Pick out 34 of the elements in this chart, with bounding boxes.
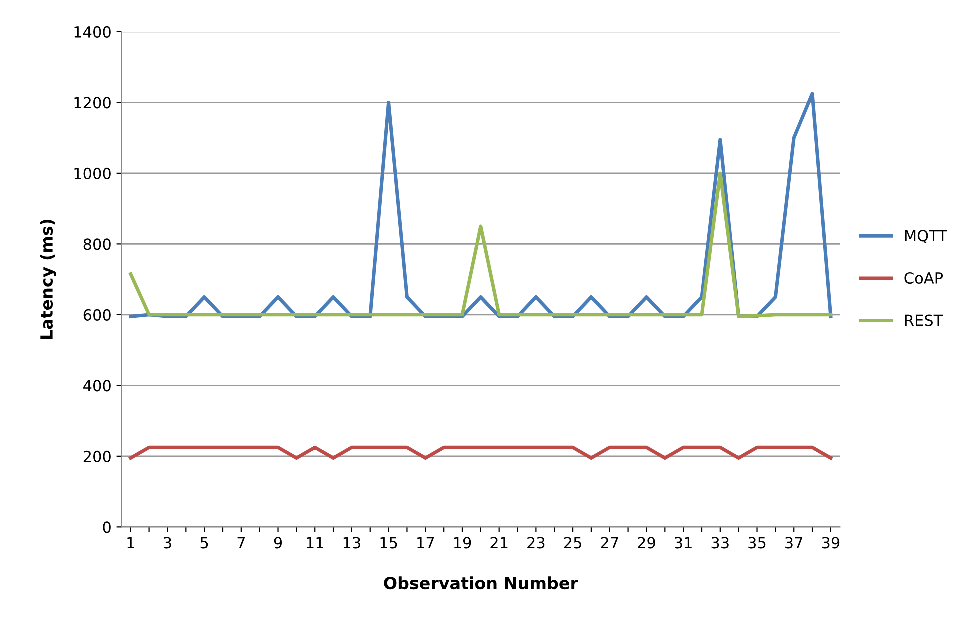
legend-label: REST — [905, 314, 944, 326]
x-tick-label: 39 — [822, 537, 840, 549]
y-tick-label: 600 — [84, 309, 111, 321]
x-tick-label: 15 — [380, 537, 398, 549]
y-tick-label: 400 — [84, 380, 111, 392]
x-tick-label: 11 — [307, 537, 324, 549]
x-tick-label: 33 — [712, 537, 729, 549]
y-tick-label: 800 — [84, 238, 111, 250]
x-axis-title: Observation Number — [384, 576, 578, 590]
x-tick-label: 1 — [128, 537, 134, 549]
y-tick-label: 1200 — [74, 97, 111, 109]
y-tick-label: 1400 — [74, 26, 111, 38]
x-tick-label: 23 — [528, 537, 545, 549]
y-tick-label: 0 — [103, 522, 111, 534]
y-tick-label: 200 — [84, 450, 111, 462]
y-axis-title: Latency (ms) — [40, 220, 56, 340]
legend-label: CoAP — [904, 272, 944, 284]
x-tick-label: 7 — [238, 537, 245, 549]
legend-label: MQTT — [905, 230, 948, 244]
x-tick-label: 3 — [164, 537, 172, 549]
x-tick-label: 21 — [490, 537, 508, 549]
x-tick-label: 35 — [748, 537, 766, 549]
x-tick-label: 19 — [454, 537, 472, 549]
x-tick-label: 29 — [638, 537, 656, 549]
line-series — [129, 172, 833, 318]
x-tick-label: 9 — [274, 537, 282, 549]
x-tick-label: 17 — [418, 537, 434, 549]
y-tick-label: 1000 — [74, 168, 111, 180]
x-tick-label: 25 — [564, 537, 582, 549]
x-tick-label: 27 — [601, 537, 618, 549]
x-tick-label: 5 — [200, 537, 208, 549]
x-tick-label: 37 — [786, 537, 803, 549]
x-tick-label: 13 — [344, 537, 360, 549]
x-tick-label: 31 — [675, 537, 692, 549]
